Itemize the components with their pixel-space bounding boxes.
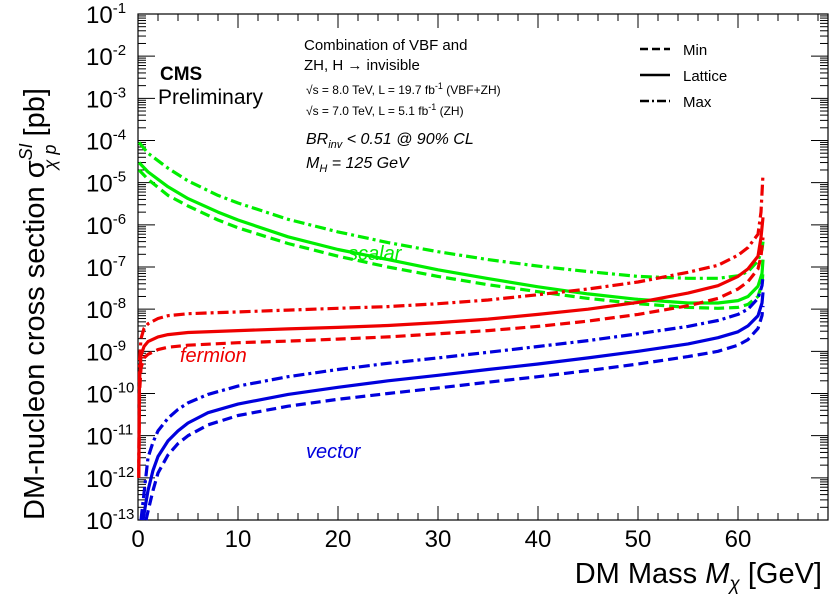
legend: Min Lattice Max — [640, 42, 727, 111]
curve-vector-solid — [141, 292, 765, 521]
energy-line-1: √s = 8.0 TeV, L = 19.7 fb-1 (VBF+ZH) — [306, 81, 501, 97]
lumi-exp-1: -1 — [435, 81, 443, 91]
x-tick-label: 20 — [325, 526, 352, 553]
legend-label-min: Min — [683, 42, 707, 59]
x-axis-title-var: M — [705, 558, 730, 590]
x-axis-title: DM Mass Mχ [GeV] — [575, 558, 822, 595]
svg-text:MH = 125 GeV: MH = 125 GeV — [306, 155, 410, 175]
svg-text:BRinv < 0.51 @ 90% CL: BRinv < 0.51 @ 90% CL — [306, 131, 474, 151]
mh-line: MH = 125 GeV — [306, 155, 410, 175]
y-tick-label: 10-2 — [86, 42, 126, 71]
label-vector: vector — [306, 441, 362, 463]
y-tick-label: 10-6 — [86, 211, 126, 240]
y-tick-label: 10-7 — [86, 253, 126, 282]
svg-text:√s = 7.0 TeV, L = 5.1 fb-1 (ZH: √s = 7.0 TeV, L = 5.1 fb-1 (ZH) — [306, 102, 464, 118]
energy2-tail: (ZH) — [436, 104, 463, 118]
y-axis-title-main: DM-nucleon cross section — [19, 186, 51, 520]
annotation-line1: Combination of VBF and — [304, 37, 467, 54]
curve-vector-dashdot — [139, 276, 765, 521]
legend-label-max: Max — [683, 94, 712, 111]
y-tick-label: 10-10 — [86, 380, 134, 409]
energy1-text: = 8.0 TeV, L = 19.7 fb — [319, 83, 436, 97]
mh-sub: H — [319, 163, 327, 175]
curve-scalar-dash — [137, 168, 765, 310]
curve-fermion-solid — [137, 217, 765, 478]
curves — [137, 141, 765, 521]
preliminary-label: Preliminary — [158, 86, 264, 109]
y-axis-title-unit: [pb] — [19, 88, 51, 136]
cms-label: CMS — [160, 64, 202, 85]
energy2-text: = 7.0 TeV, L = 5.1 fb — [319, 104, 429, 118]
y-tick-label: 10-3 — [86, 84, 126, 113]
mh-tail: = 125 GeV — [327, 155, 410, 172]
x-tick-label: 30 — [425, 526, 452, 553]
x-axis-title-main: DM Mass — [575, 558, 697, 590]
y-tick-label: 10-13 — [86, 506, 134, 535]
br-tail: < 0.51 @ 90% CL — [342, 131, 473, 148]
curve-fermion-dash — [137, 237, 765, 478]
annotation-line2: ZH, H → invisible — [304, 57, 420, 74]
svg-text:√s = 8.0 TeV, L = 19.7 fb-1 (V: √s = 8.0 TeV, L = 19.7 fb-1 (VBF+ZH) — [306, 81, 501, 97]
y-tick-label: 10-5 — [86, 169, 126, 198]
y-axis-title-sub: χ p — [40, 145, 60, 172]
br-sub: inv — [328, 139, 344, 151]
label-scalar: scalar — [348, 243, 403, 265]
energy-line-2: √s = 7.0 TeV, L = 5.1 fb-1 (ZH) — [306, 102, 464, 118]
y-axis-title-sup: SI — [16, 143, 36, 160]
x-tick-label: 10 — [225, 526, 252, 553]
curve-scalar-dashdot — [137, 141, 765, 280]
x-tick-label: 40 — [525, 526, 552, 553]
legend-label-lattice: Lattice — [683, 68, 727, 85]
y-tick-label: 10-11 — [86, 422, 133, 451]
curve-vector-dash — [144, 305, 765, 521]
y-axis-title: DM-nucleon cross section σSI χ p [pb] — [16, 88, 60, 520]
y-tick-label: 10-12 — [86, 464, 134, 493]
y-tick-label: 10-8 — [86, 295, 126, 324]
mh-main: M — [306, 155, 320, 172]
sqrt-s-2: √s — [306, 104, 319, 118]
x-tick-label: 60 — [725, 526, 752, 553]
x-tick-label: 50 — [625, 526, 652, 553]
y-axis-title-sym: σ — [19, 160, 51, 178]
x-axis-title-unit: [GeV] — [748, 558, 822, 590]
br-line: BRinv < 0.51 @ 90% CL — [306, 131, 474, 151]
x-axis-title-sub: χ — [727, 574, 740, 595]
y-tick-label: 10-1 — [86, 0, 126, 29]
y-tick-label: 10-9 — [86, 337, 126, 366]
axis-ticks: 0 10 20 30 40 50 60 10-1 10-2 10-3 10-4 10-5 10-6 10-… — [86, 0, 828, 553]
lumi-exp-2: -1 — [428, 102, 436, 112]
sqrt-s-1: √s — [306, 83, 319, 97]
curve-fermion-dashdot — [137, 174, 765, 471]
y-tick-label: 10-4 — [86, 127, 126, 156]
label-fermion: fermion — [180, 345, 247, 367]
br-main: BR — [306, 131, 329, 148]
x-tick-label: 0 — [131, 526, 144, 553]
curve-scalar-solid — [137, 161, 765, 305]
energy1-tail: (VBF+ZH) — [443, 83, 501, 97]
